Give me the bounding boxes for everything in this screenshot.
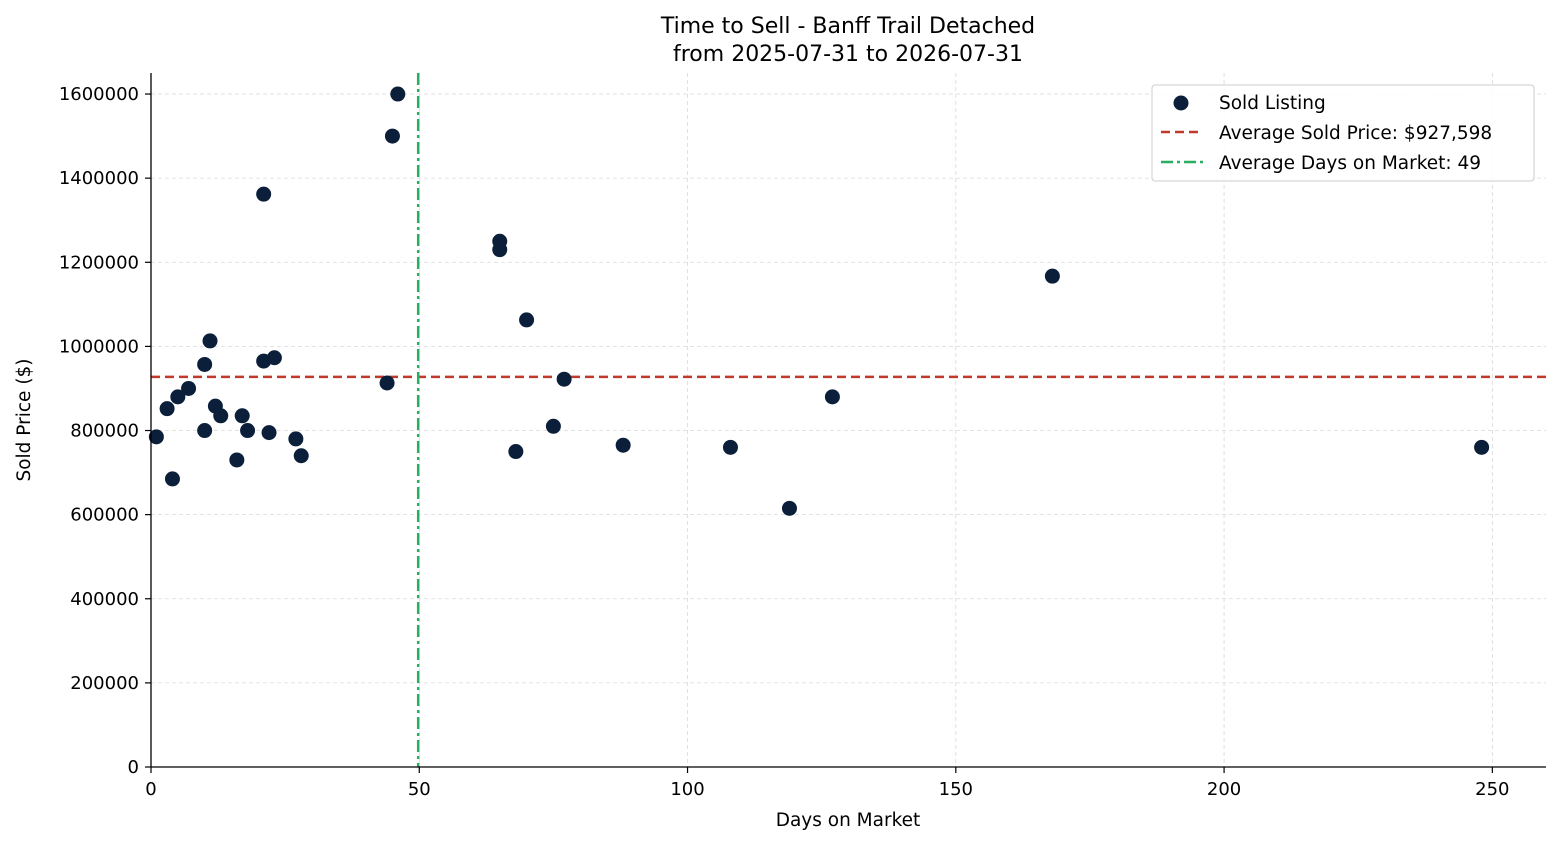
x-tick-label: 250 xyxy=(1475,779,1509,800)
data-point xyxy=(508,444,524,460)
data-point xyxy=(148,429,164,445)
y-axis-label: Sold Price ($) xyxy=(14,358,35,481)
data-point xyxy=(1474,439,1490,455)
data-point xyxy=(197,356,213,372)
data-point xyxy=(229,452,245,468)
data-point xyxy=(492,242,508,258)
data-point xyxy=(234,408,250,424)
x-tick-label: 100 xyxy=(670,779,704,800)
data-point xyxy=(170,389,186,405)
y-tick-label: 1000000 xyxy=(59,336,139,357)
y-tick-label: 1200000 xyxy=(59,252,139,273)
data-points xyxy=(148,86,1490,516)
data-point xyxy=(202,333,218,349)
x-tick-label: 150 xyxy=(939,779,973,800)
x-axis-label: Days on Market xyxy=(776,810,921,831)
y-tick-label: 400000 xyxy=(70,589,139,610)
legend-label-avg-price: Average Sold Price: $927,598 xyxy=(1219,123,1492,144)
data-point xyxy=(293,448,309,464)
data-point xyxy=(159,401,175,417)
x-tick-label: 200 xyxy=(1207,779,1241,800)
data-point xyxy=(722,439,738,455)
chart-title: Time to Sell - Banff Trail Detached xyxy=(660,14,1035,39)
y-tick-label: 800000 xyxy=(70,421,139,442)
legend-marker-sold-listing xyxy=(1173,95,1189,111)
data-point xyxy=(379,375,395,391)
legend: Sold Listing Average Sold Price: $927,59… xyxy=(1151,84,1535,182)
y-tick-label: 1400000 xyxy=(59,168,139,189)
y-tick-label: 600000 xyxy=(70,505,139,526)
data-point xyxy=(545,418,561,434)
data-point xyxy=(384,128,400,144)
legend-label-avg-days: Average Days on Market: 49 xyxy=(1219,153,1481,174)
y-tick-label: 0 xyxy=(128,757,139,778)
data-point xyxy=(781,500,797,516)
data-point xyxy=(1044,268,1060,284)
tick-marks: 0 50 100 150 200 250 0 200000 400000 600000 800000… xyxy=(59,84,1510,800)
data-point xyxy=(261,425,277,441)
data-point xyxy=(556,371,572,387)
x-tick-label: 50 xyxy=(408,779,431,800)
axes xyxy=(150,73,1546,768)
data-point xyxy=(288,431,304,447)
chart-subtitle: from 2025-07-31 to 2026-07-31 xyxy=(673,42,1023,67)
data-point xyxy=(164,471,180,487)
legend-label-sold-listing: Sold Listing xyxy=(1219,93,1326,114)
data-point xyxy=(824,389,840,405)
data-point xyxy=(181,380,197,396)
data-point xyxy=(240,423,256,439)
data-point xyxy=(197,423,213,439)
x-tick-label: 0 xyxy=(145,779,156,800)
data-point xyxy=(390,86,406,102)
y-tick-label: 200000 xyxy=(70,673,139,694)
data-point xyxy=(256,186,272,202)
data-point xyxy=(266,350,282,366)
data-point xyxy=(519,312,535,328)
y-tick-label: 1600000 xyxy=(59,84,139,105)
data-point xyxy=(213,408,229,424)
legend-frame xyxy=(1151,84,1535,182)
data-point xyxy=(615,437,631,453)
